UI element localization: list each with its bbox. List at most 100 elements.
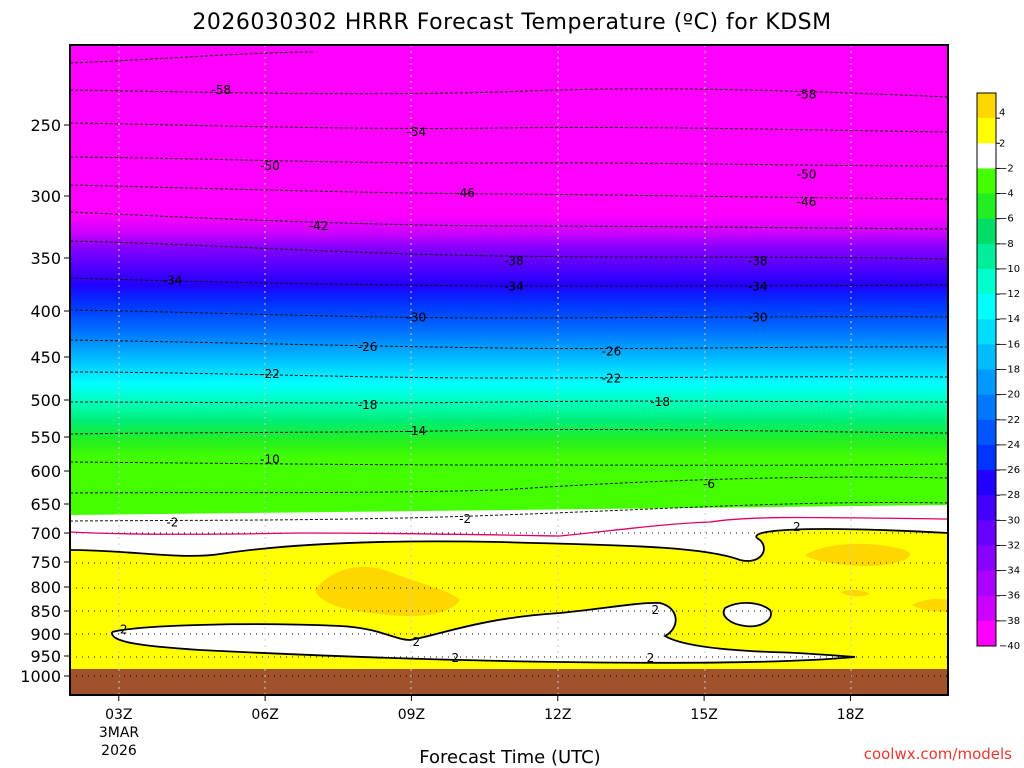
- contour-label: -46: [455, 186, 475, 200]
- contour-label: 2: [452, 651, 460, 665]
- contour-label: -50: [260, 159, 280, 173]
- colorbar-swatch: [977, 243, 996, 270]
- y-tick-label: 900: [30, 625, 61, 644]
- x-axis: 03Z 06Z 09Z 12Z 15Z 18Z: [105, 695, 864, 723]
- colorbar-swatch: [977, 118, 996, 144]
- contour-label: -14: [407, 424, 427, 438]
- colorbar-swatch: [977, 595, 996, 622]
- contour-label: -10: [260, 452, 280, 466]
- colorbar-swatch: [977, 294, 996, 320]
- colorbar-swatch: [977, 369, 996, 396]
- colorbar-label: −30: [999, 515, 1020, 526]
- shallow-cool-layer: [723, 602, 771, 627]
- y-tick-label: 800: [30, 578, 61, 597]
- x-tick-label: 03Z: [105, 707, 132, 723]
- colorbar-label: −12: [999, 289, 1020, 300]
- contour-label: -30: [407, 310, 427, 324]
- contour-label: -46: [797, 195, 817, 209]
- plot-frame: [69, 44, 949, 696]
- x-date-label-month: 3MAR: [99, 725, 140, 741]
- x-tick-label: 06Z: [251, 707, 278, 723]
- y-tick-label: 300: [30, 187, 61, 206]
- y-tick-label: 400: [30, 302, 61, 321]
- colorbar-swatch: [977, 93, 996, 119]
- colorbar-label: −2: [999, 163, 1014, 174]
- colorbar-swatch: [977, 495, 996, 521]
- contour-labels: -58-54-50-46-42-38-34 -34-30-26 -26-22 -22-…: [120, 83, 817, 665]
- chart-title: 2026030302 HRRR Forecast Temperature (ºC…: [192, 10, 831, 35]
- below-ground-fill: [70, 669, 948, 695]
- colorbar-label: −28: [999, 490, 1020, 501]
- colorbar-swatch: [977, 394, 996, 421]
- colorbar-label: −36: [999, 591, 1020, 602]
- x-tick-label: 12Z: [544, 707, 571, 723]
- y-tick-label: 950: [30, 647, 61, 666]
- colorbar-label: −14: [999, 314, 1020, 325]
- y-tick-label: 500: [30, 391, 61, 410]
- y-tick-label: 350: [30, 249, 61, 268]
- y-tick-label: 700: [30, 524, 61, 543]
- warm-core-patch: [840, 589, 870, 597]
- lower-level-grid: [70, 532, 948, 677]
- colorbar-legend: 4 2 −2 −4 −6 −8 −10 −12 −14 −16 −18 −20 −22 −24 −26 −28…: [976, 92, 1020, 652]
- colorbar-swatch: [977, 419, 996, 446]
- contour-label: 2: [413, 635, 421, 649]
- plot-area: -58-54-50-46-42-38-34 -34-30-26 -26-22 -22-…: [69, 44, 949, 700]
- colorbar-label: −4: [999, 189, 1014, 200]
- contour-label: -38: [748, 254, 768, 268]
- colorbar-swatch: [977, 319, 996, 345]
- x-date-label-year: 2026: [101, 743, 137, 759]
- colorbar-label: −40: [999, 641, 1020, 652]
- x-tick-label: 18Z: [837, 707, 864, 723]
- colorbar-label: −8: [999, 239, 1014, 250]
- y-tick-label: 600: [30, 462, 61, 481]
- freezing-line: [69, 516, 949, 537]
- colorbar-swatch: [977, 470, 996, 496]
- colorbar-label: −24: [999, 440, 1020, 451]
- shallow-cool-layer: [111, 602, 855, 663]
- contour-label: -26: [602, 344, 622, 358]
- credit-text: coolwx.com/models: [864, 745, 1012, 763]
- y-tick-label: 1000: [20, 667, 61, 686]
- warm-contours: [69, 528, 949, 664]
- colorbar-label: −22: [999, 415, 1020, 426]
- colorbar-label: −38: [999, 616, 1020, 627]
- x-axis-label: Forecast Time (UTC): [419, 747, 600, 768]
- contour-label: -58: [211, 83, 231, 97]
- contour-label: -22: [602, 372, 622, 386]
- contour-label: -38: [504, 254, 524, 268]
- colorbar-label: −18: [999, 365, 1020, 376]
- y-tick-label: 450: [30, 348, 61, 367]
- colorbar-swatch: [977, 268, 996, 295]
- y-tick-label: 850: [30, 602, 61, 621]
- warm-core-patch: [315, 566, 460, 617]
- colorbar-swatch: [977, 444, 996, 471]
- colorbar-label: −34: [999, 566, 1020, 577]
- colorbar-swatch: [977, 520, 996, 546]
- contour-label: -18: [650, 395, 670, 409]
- contour-label: 2: [120, 622, 128, 636]
- colorbar-label: 2: [999, 138, 1005, 149]
- colorbar-label: −10: [999, 264, 1020, 275]
- contour-label: -2: [166, 516, 178, 530]
- y-axis: 250 300 350 400 450 500 550 600 650 700 750 800 850 9…: [20, 116, 70, 686]
- y-tick-label: 250: [30, 116, 61, 135]
- colorbar-swatch: [977, 218, 996, 245]
- colorbar-swatch: [977, 143, 996, 169]
- colorbar-swatch: [977, 168, 996, 195]
- isotherm-contours: [69, 51, 949, 522]
- colorbar-label: −26: [999, 465, 1020, 476]
- y-tick-label: 650: [30, 495, 61, 514]
- contour-label: -30: [748, 310, 768, 324]
- colorbar-label: −16: [999, 339, 1020, 350]
- contour-label: -42: [309, 219, 329, 233]
- colorbar-swatch: [977, 620, 996, 647]
- colorbar-swatch: [977, 344, 996, 370]
- y-tick-label: 550: [30, 428, 61, 447]
- contour-label: -34: [504, 280, 524, 294]
- colorbar-label: −6: [999, 214, 1014, 225]
- colorbar-label: 4: [999, 108, 1005, 119]
- contour-label: 2: [793, 520, 801, 534]
- colorbar-swatch: [977, 193, 996, 220]
